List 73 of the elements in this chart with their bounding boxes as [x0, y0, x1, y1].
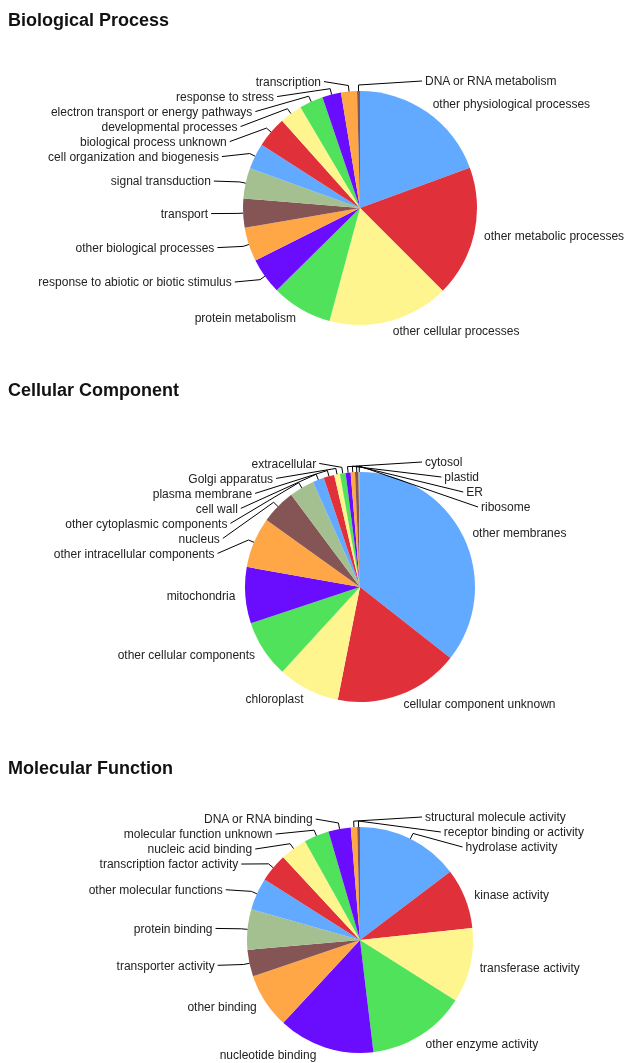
slice-label: transcription factor activity — [99, 857, 239, 872]
pie-slice — [247, 909, 360, 950]
pie-slice — [255, 208, 360, 291]
slice-label: response to stress — [176, 89, 275, 104]
slice-label: transcription — [255, 74, 321, 89]
chart-title: Cellular Component — [8, 380, 180, 400]
slice-label: Golgi apparatus — [188, 471, 274, 486]
slice-label: DNA or RNA metabolism — [425, 74, 557, 89]
slice-label: response to abiotic or biotic stimulus — [38, 275, 232, 290]
slice-label: extracellular — [251, 456, 317, 471]
slice-label: signal transduction — [110, 174, 211, 189]
slice-label: other biological processes — [75, 240, 215, 255]
pie-slice — [245, 566, 360, 624]
slice-label: ER — [466, 485, 484, 500]
slice-label: other physiological processes — [432, 97, 591, 112]
slice-label: other cellular components — [117, 648, 256, 663]
slice-label: ribosome — [481, 500, 531, 515]
slice-label: other intracellular components — [53, 546, 215, 561]
slice-label: DNA or RNA binding — [203, 812, 313, 827]
slice-label: receptor binding or activity — [443, 825, 584, 840]
slice-label: biological process unknown — [80, 134, 227, 149]
slice-label: electron transport or energy pathways — [50, 104, 253, 119]
pie-slice — [291, 482, 360, 587]
slice-label: cell organization and biogenesis — [48, 149, 219, 164]
slice-label: cellular component unknown — [403, 697, 556, 712]
slice-label: nucleic acid binding — [147, 842, 253, 857]
slice-label: other membranes — [472, 525, 567, 540]
slice-label: other binding — [187, 1000, 257, 1015]
pie-slice — [304, 831, 360, 940]
slice-label: cell wall — [195, 501, 238, 516]
slice-label: other cytoplasmic components — [65, 516, 228, 531]
pie-slice — [360, 927, 473, 1001]
slice-label: molecular function unknown — [123, 827, 273, 842]
pie-slice — [340, 91, 360, 208]
slice-label: transport — [160, 206, 209, 221]
slice-label: other enzyme activity — [425, 1037, 539, 1052]
pie-slice — [334, 473, 360, 587]
slice-label: nucleotide binding — [219, 1048, 317, 1063]
pie-slice — [243, 168, 360, 208]
slice-label: transferase activity — [479, 961, 580, 976]
slice-label: mitochondria — [166, 589, 236, 604]
pie-slice — [282, 107, 360, 208]
slice-label: plasma membrane — [152, 486, 253, 501]
slice-label: protein metabolism — [194, 310, 297, 325]
pie-slice — [323, 474, 360, 587]
slice-label: kinase activity — [474, 887, 550, 902]
pie-slice — [283, 841, 360, 940]
slice-label: hydrolase activity — [465, 840, 558, 855]
slice-label: cytosol — [425, 455, 463, 470]
slice-label: other metabolic processes — [484, 228, 625, 243]
slice-label: other cellular processes — [392, 323, 520, 338]
pie-slice — [339, 472, 360, 587]
pie-slice — [328, 827, 360, 940]
slice-label: nucleus — [178, 531, 220, 546]
pie-slice — [243, 198, 360, 228]
slice-label: protein binding — [133, 921, 213, 936]
chart-title: Molecular Function — [8, 758, 174, 778]
slice-label: developmental processes — [101, 119, 238, 134]
chart-title: Biological Process — [8, 10, 170, 30]
slice-label: other molecular functions — [88, 882, 223, 897]
slice-label: structural molecule activity — [425, 810, 566, 825]
slice-label: plastid — [444, 470, 480, 485]
slice-label: chloroplast — [245, 691, 305, 706]
pie-slice — [246, 519, 360, 587]
pie-slice — [322, 92, 360, 208]
slice-label: transporter activity — [116, 958, 215, 973]
pie-slice — [244, 208, 360, 261]
pie-slice — [247, 940, 360, 977]
pie-slice — [300, 97, 360, 208]
pie-slice — [360, 940, 456, 1053]
pie-slice — [249, 144, 360, 208]
pie-slice — [266, 494, 360, 587]
pie-slice — [329, 208, 443, 325]
